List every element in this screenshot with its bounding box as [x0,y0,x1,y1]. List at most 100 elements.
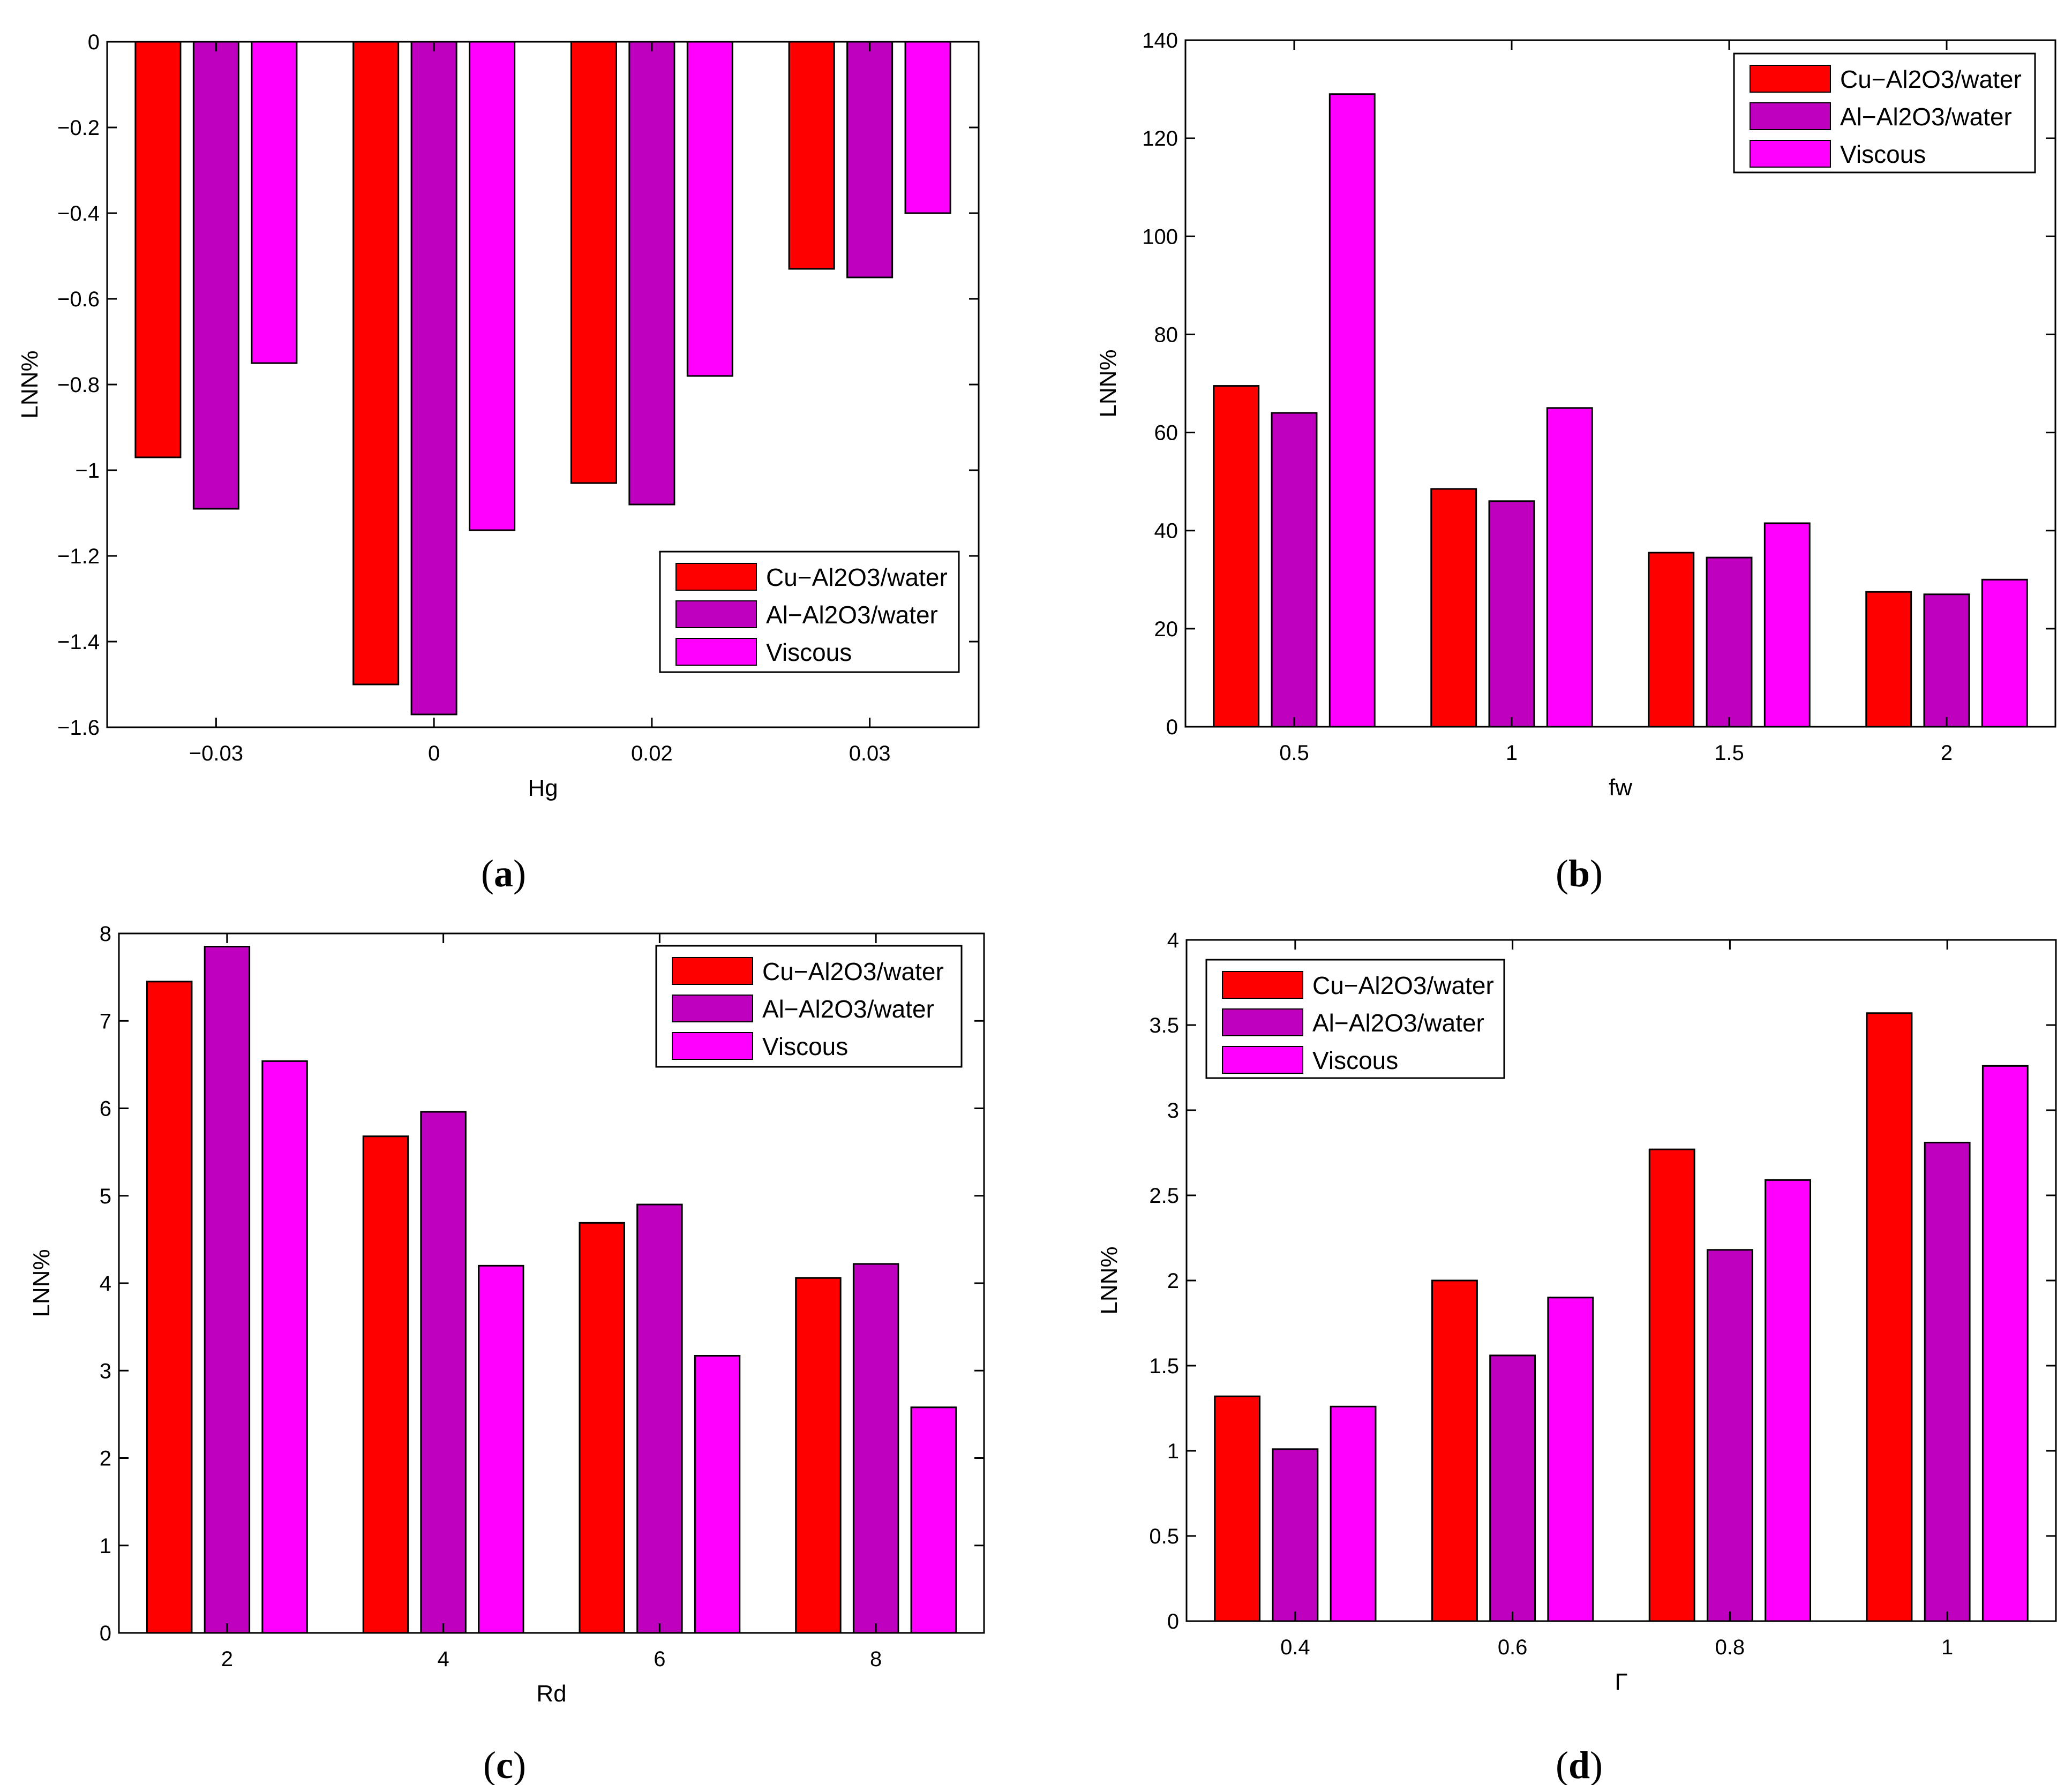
bar-c-series1-cat1 [420,1111,467,1634]
bar-a-series0-cat3 [788,41,835,270]
y-tick-label: 0 [88,31,100,54]
x-tick-label: −0.03 [189,742,243,765]
bar-d-series0-cat2 [1648,1148,1695,1622]
axes-box [1184,39,2056,728]
bar-d-series2-cat2 [1765,1179,1812,1622]
legend: Cu−Al2O3/water Al−Al2O3/water Viscous [1205,959,1505,1079]
bar-b-series2-cat1 [1546,407,1593,728]
bar-d-series1-cat0 [1272,1448,1319,1622]
legend-label-1: Al−Al2O3/water [1840,103,2012,131]
x-tick-label: 2 [1941,741,1953,765]
y-tick-label: 0 [1167,1610,1179,1633]
y-tick-label: 1 [1167,1440,1179,1463]
bar-d-series1-cat2 [1706,1249,1753,1622]
bar-b-series0-cat3 [1865,591,1912,728]
y-tick-label: 3 [1167,1099,1179,1123]
legend: Cu−Al2O3/water Al−Al2O3/water Viscous [659,551,960,673]
x-tick-label: 0.02 [631,742,673,765]
panel-caption: (a) [481,852,526,895]
legend-label-2: Viscous [766,638,852,666]
bar-a-series2-cat0 [251,41,298,364]
y-tick-label: 100 [1142,225,1178,248]
y-tick-label: 2 [1167,1269,1179,1293]
y-tick-label: 2.5 [1149,1184,1179,1208]
bar-a-series1-cat2 [628,41,675,506]
y-tick-label: 8 [100,922,111,946]
bar-a-series1-cat1 [410,41,457,715]
y-tick-label: 5 [100,1185,111,1208]
x-tick-label: 2 [221,1647,233,1671]
y-tick-label: 0.5 [1149,1525,1179,1548]
y-tick-label: 3 [100,1359,111,1383]
bar-a-series1-cat3 [846,41,894,278]
y-tick-label: −1.6 [57,716,100,740]
panel-caption: (b) [1556,852,1603,895]
legend-label-0: Cu−Al2O3/water [1840,65,2022,93]
bar-b-series0-cat0 [1213,385,1260,728]
bar-c-series1-cat2 [636,1203,683,1634]
x-tick-label: 4 [438,1647,449,1671]
bar-a-series0-cat0 [134,41,182,458]
bar-d-series2-cat1 [1547,1297,1594,1622]
y-tick-label: −0.4 [57,202,100,225]
y-tick-label: 3.5 [1149,1014,1179,1037]
y-tick-label: 120 [1142,127,1178,150]
legend: Cu−Al2O3/water Al−Al2O3/water Viscous [1733,52,2036,174]
legend-label-1: Al−Al2O3/water [1312,1009,1484,1037]
y-tick-label: −0.6 [57,288,100,311]
legend: Cu−Al2O3/water Al−Al2O3/water Viscous [655,945,963,1068]
bar-b-series2-cat2 [1763,522,1811,728]
x-tick-label: 8 [870,1647,882,1671]
legend-swatch-1 [1750,102,1831,130]
x-tick-label: 6 [654,1647,665,1671]
y-tick-label: 20 [1154,617,1178,641]
y-tick-label: −0.8 [57,373,100,397]
bar-d-series0-cat1 [1431,1279,1478,1622]
chart-panel-d: 0 0.5 1 1.5 2 2.5 3 3.5 4 0.4 0.6 0.8 1 Γ LNN% Cu−Al2O3… [1096,929,2057,1785]
bar-a-series0-cat1 [352,41,400,686]
bar-b-series1-cat2 [1706,556,1753,728]
legend-swatch-2 [672,1032,753,1060]
legend-swatch-0 [1222,971,1303,999]
bar-a-series2-cat1 [469,41,516,531]
legend-swatch-2 [675,638,757,666]
bar-d-series0-cat0 [1214,1395,1261,1622]
panel-caption: (c) [483,1744,526,1785]
bar-c-series0-cat1 [362,1135,409,1634]
bar-b-series0-cat1 [1430,488,1477,728]
y-axis-label: LNN% [28,1249,55,1317]
bar-a-series0-cat2 [570,41,617,484]
y-tick-label: −1.4 [57,630,100,654]
x-axis-label: Rd [536,1681,566,1707]
bar-d-series2-cat0 [1330,1405,1377,1622]
legend-swatch-2 [1222,1046,1303,1074]
x-axis-label: fw [1609,774,1632,801]
x-tick-label: 0.8 [1715,1636,1745,1659]
x-tick-label: 1 [1506,741,1518,765]
bar-b-series1-cat3 [1923,593,1970,728]
legend-label-0: Cu−Al2O3/water [766,563,948,591]
bar-c-series2-cat2 [694,1354,741,1634]
legend-label-0: Cu−Al2O3/water [1312,971,1494,999]
legend-label-2: Viscous [1840,140,1926,168]
y-tick-label: 60 [1154,421,1178,445]
bar-b-series1-cat0 [1271,412,1318,728]
bar-b-series2-cat0 [1328,93,1376,728]
bar-a-series1-cat0 [192,41,239,510]
x-tick-label: 0 [428,742,440,765]
x-tick-label: 0.6 [1498,1636,1528,1659]
legend-swatch-1 [1222,1008,1303,1036]
bar-c-series2-cat0 [261,1060,308,1634]
y-tick-label: 0 [1166,715,1178,739]
x-tick-label: 1 [1941,1636,1953,1659]
bar-c-series0-cat3 [795,1277,842,1634]
x-axis-label: Γ [1615,1669,1627,1695]
x-tick-label: 0.03 [849,742,891,765]
legend-swatch-1 [675,600,757,628]
x-axis-label: Hg [528,775,558,801]
y-tick-label: −1.2 [57,545,100,568]
bar-b-series1-cat1 [1488,500,1535,728]
y-tick-label: 4 [100,1272,111,1296]
bar-d-series1-cat1 [1489,1354,1536,1622]
